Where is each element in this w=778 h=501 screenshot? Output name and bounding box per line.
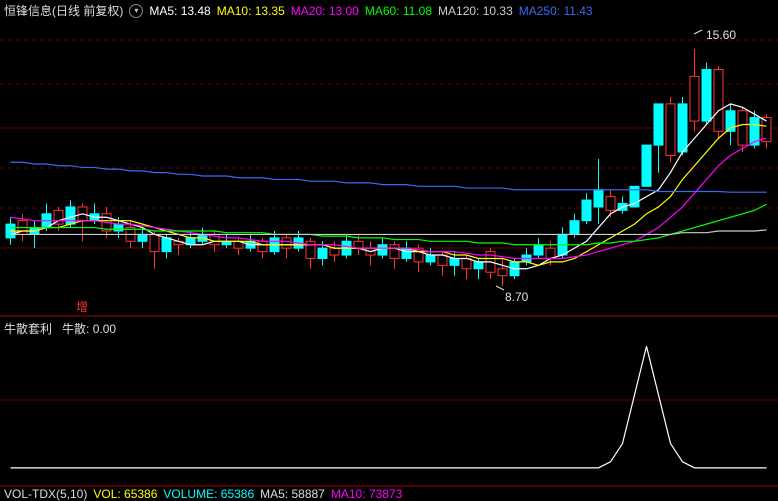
ma20-label: MA20: 13.00 (291, 4, 359, 18)
chart-container: 恒锋信息(日线 前复权) ▾ MA5: 13.48 MA10: 13.35 MA… (0, 0, 778, 501)
volume-bar: VOL-TDX(5,10) VOL: 65386 VOLUME: 65386 M… (4, 487, 402, 501)
vol-label-3: MA5: 58887 (260, 487, 325, 501)
ma5-label: MA5: 13.48 (149, 4, 210, 18)
vol-label-1: VOL: 65386 (93, 487, 157, 501)
stock-title: 恒锋信息(日线 前复权) (4, 2, 123, 19)
ma120-label: MA120: 10.33 (438, 4, 513, 18)
chevron-down-icon[interactable]: ▾ (129, 4, 143, 18)
add-marker: 增 (76, 298, 88, 315)
ma10-label: MA10: 13.35 (217, 4, 285, 18)
vol-label-0: VOL-TDX(5,10) (4, 487, 87, 501)
vol-label-4: MA10: 73873 (331, 487, 402, 501)
ma250-label: MA250: 11.43 (519, 4, 593, 18)
sub-title-a: 牛散套利 (4, 322, 52, 336)
chart-header: 恒锋信息(日线 前复权) ▾ MA5: 13.48 MA10: 13.35 MA… (4, 2, 593, 19)
sub-panel-header: 牛散套利 牛散: 0.00 (4, 320, 116, 337)
price-high-label: 15.60 (706, 28, 736, 42)
vol-label-2: VOLUME: 65386 (163, 487, 254, 501)
sub-title-b: 牛散: 0.00 (62, 322, 116, 336)
price-low-label: 8.70 (505, 290, 528, 304)
chart-canvas[interactable] (0, 0, 778, 501)
ma60-label: MA60: 11.08 (365, 4, 432, 18)
